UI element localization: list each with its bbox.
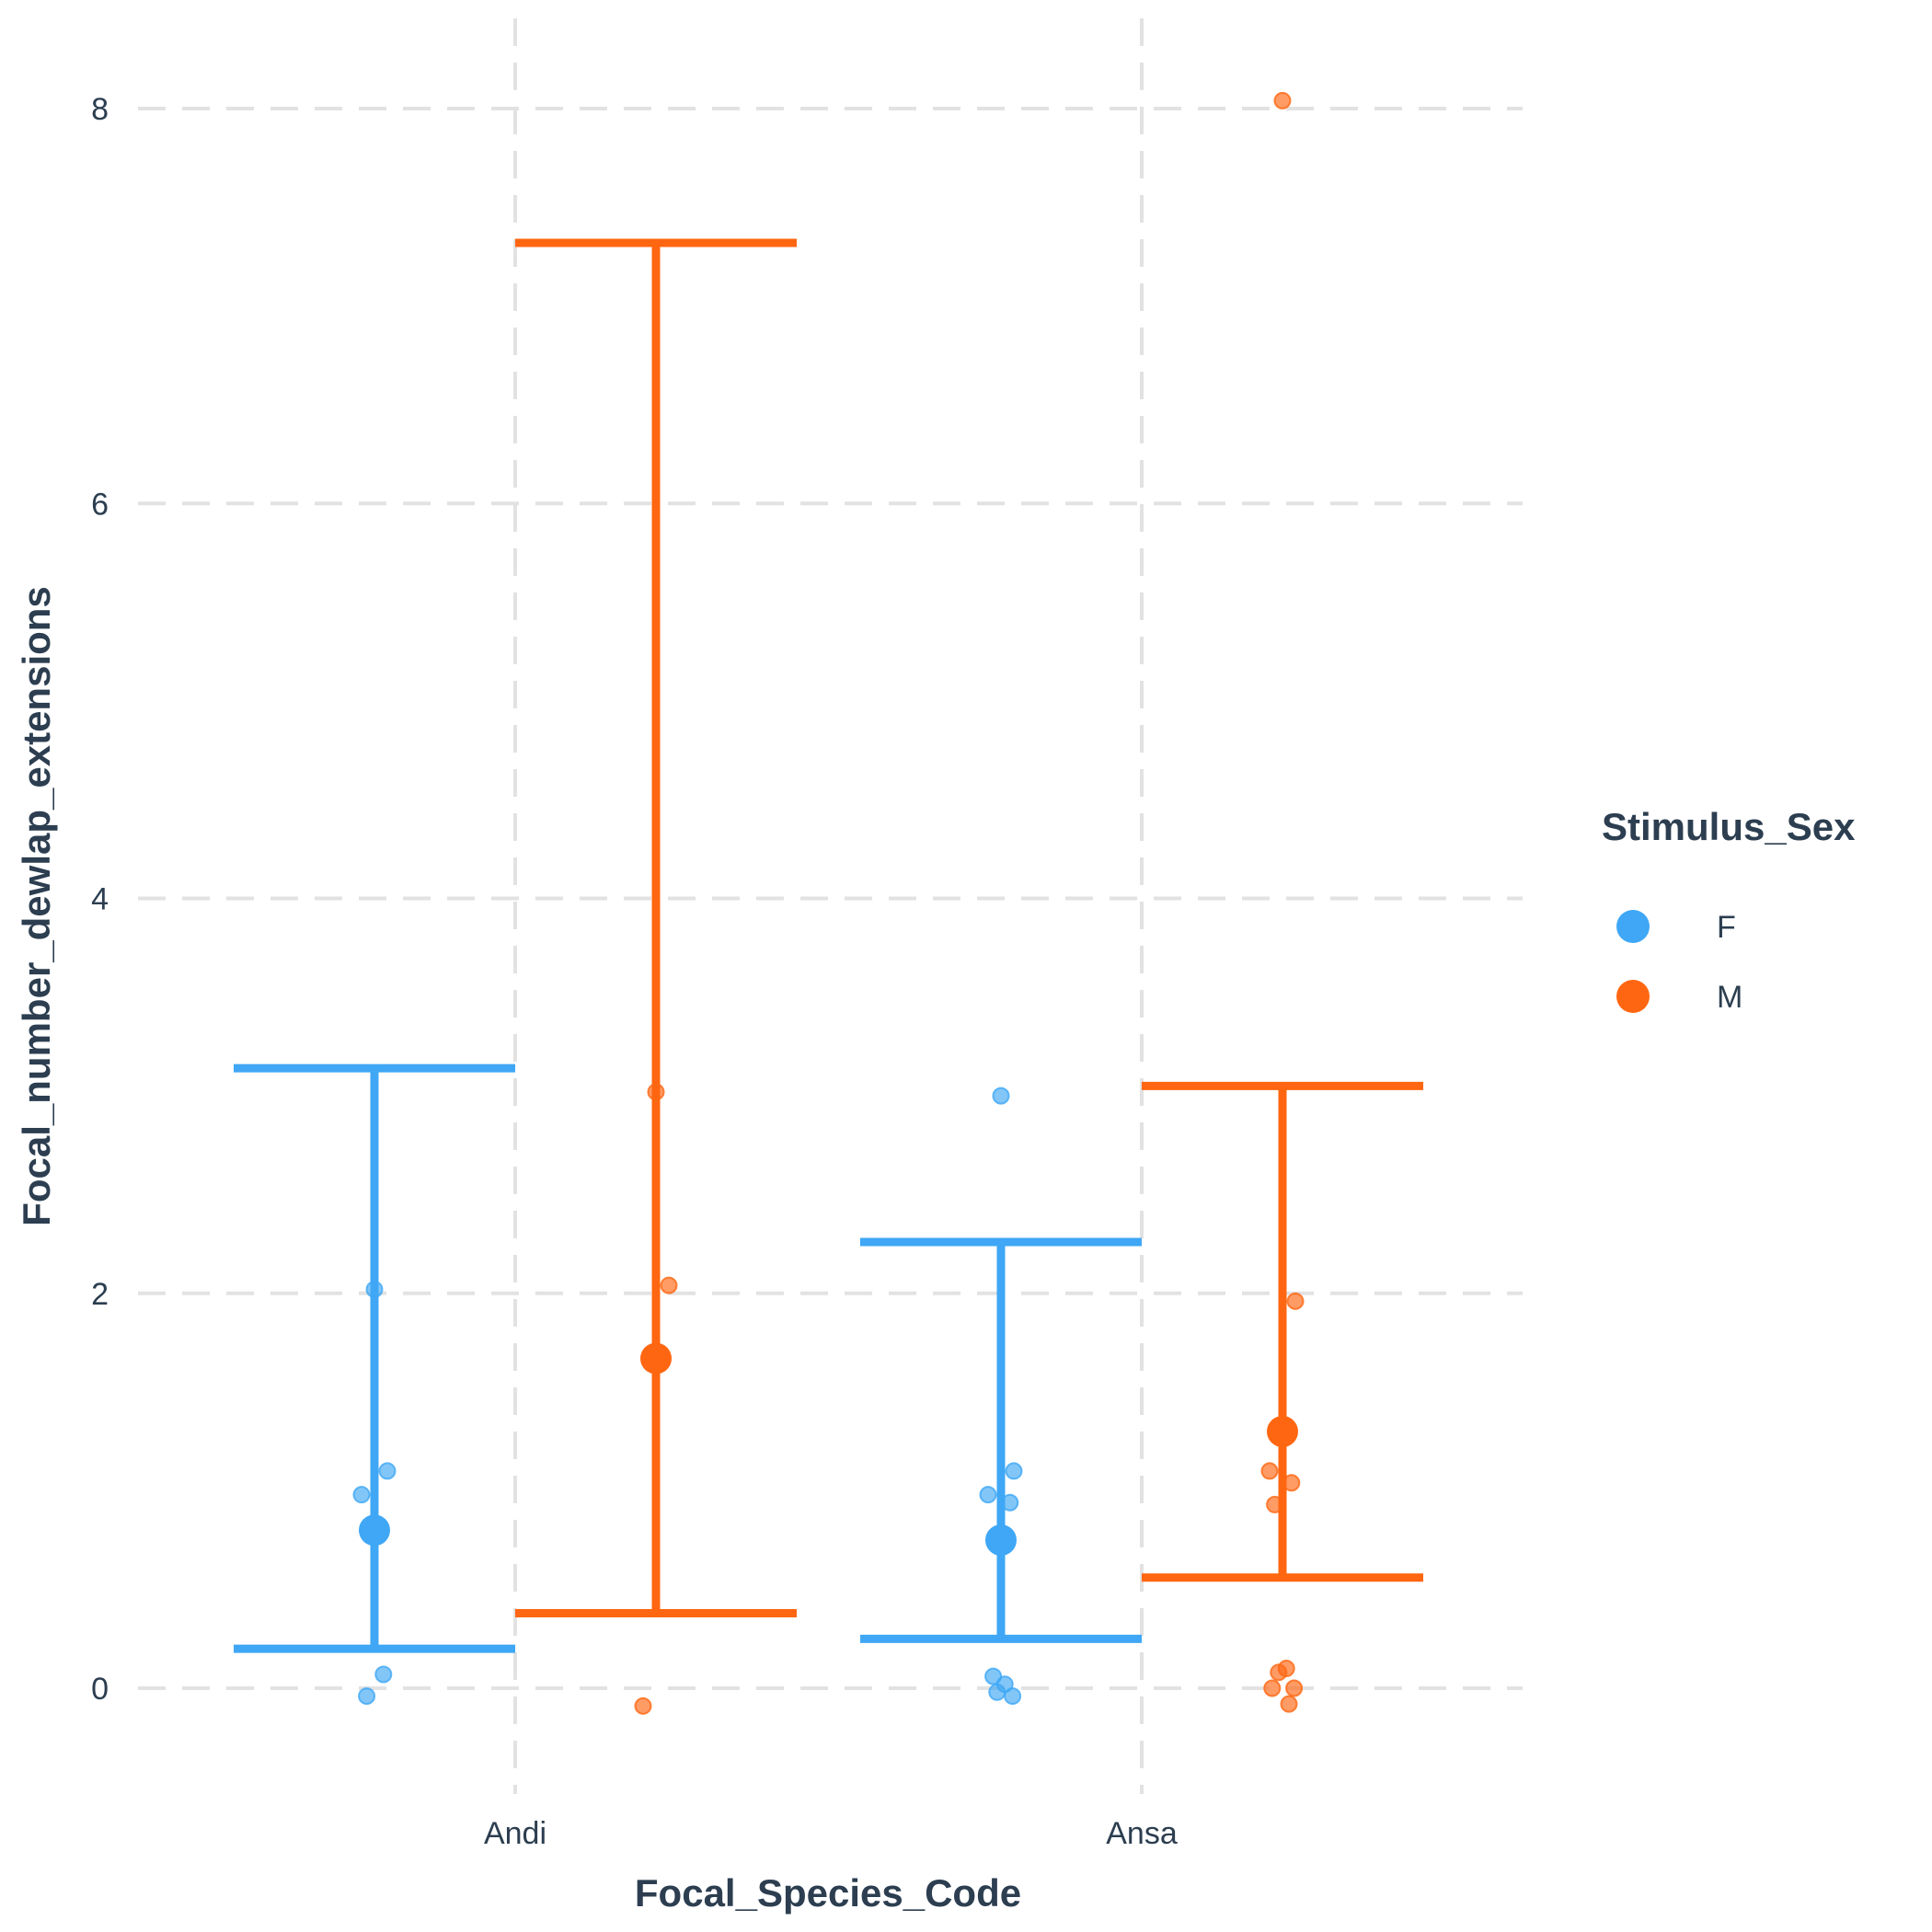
- y-axis-title: Focal_number_dewlap_extensions: [15, 586, 58, 1226]
- mean-point-f-andi: [359, 1514, 390, 1547]
- data-point-f-andi: [374, 1665, 393, 1684]
- data-point-f-ansa: [1005, 1462, 1023, 1480]
- data-point-f-ansa: [1004, 1687, 1022, 1706]
- y-tick-label: 8: [91, 92, 109, 127]
- legend-key-f: [1616, 910, 1650, 943]
- legend-key-m: [1616, 980, 1650, 1013]
- legend: Stimulus_Sex FM: [1602, 805, 1856, 1015]
- data-point-f-andi: [358, 1687, 376, 1706]
- mean-point-m-andi: [640, 1342, 672, 1374]
- data-point-m-ansa: [1273, 91, 1292, 109]
- legend-title: Stimulus_Sex: [1602, 805, 1856, 848]
- data-point-m-ansa: [1282, 1474, 1301, 1492]
- mean-point-f-ansa: [985, 1524, 1017, 1557]
- data-point-f-andi: [378, 1462, 397, 1480]
- y-tick-label: 0: [91, 1672, 109, 1707]
- data-point-f-ansa: [979, 1486, 997, 1504]
- data-point-f-andi: [352, 1486, 371, 1504]
- error-bars: [234, 238, 1423, 1653]
- data-point-m-ansa: [1266, 1495, 1284, 1513]
- y-tick-label: 2: [91, 1277, 109, 1312]
- data-point-f-ansa: [992, 1087, 1010, 1105]
- x-tick-label: Ansa: [1106, 1816, 1178, 1851]
- y-tick-label: 4: [91, 882, 109, 917]
- data-points: [352, 91, 1305, 1715]
- legend-entries: FM: [1616, 910, 1742, 1015]
- data-point-m-ansa: [1280, 1695, 1298, 1713]
- data-point-f-ansa: [988, 1683, 1006, 1701]
- data-point-m-ansa: [1270, 1663, 1288, 1682]
- data-point-m-ansa: [1286, 1292, 1305, 1310]
- grid-lines: [138, 18, 1523, 1794]
- data-point-m-andi: [634, 1696, 652, 1715]
- y-tick-labels: 0 2 4 6 8: [91, 92, 109, 1707]
- data-point-m-ansa: [1260, 1462, 1279, 1480]
- data-point-f-andi: [365, 1280, 384, 1298]
- data-point-m-ansa: [1285, 1679, 1304, 1697]
- x-tick-label: Andi: [484, 1816, 546, 1851]
- x-axis-title: Focal_Species_Code: [635, 1871, 1021, 1915]
- legend-label-m: M: [1717, 980, 1742, 1015]
- legend-label-f: F: [1717, 910, 1736, 945]
- data-point-m-andi: [660, 1276, 678, 1294]
- data-point-m-ansa: [1263, 1679, 1282, 1697]
- data-point-f-ansa: [1001, 1493, 1019, 1512]
- mean-points: [359, 1342, 1298, 1557]
- y-tick-label: 6: [91, 487, 109, 522]
- x-tick-labels: Andi Ansa: [484, 1816, 1178, 1851]
- data-point-m-andi: [647, 1083, 665, 1101]
- mean-point-m-ansa: [1267, 1415, 1298, 1447]
